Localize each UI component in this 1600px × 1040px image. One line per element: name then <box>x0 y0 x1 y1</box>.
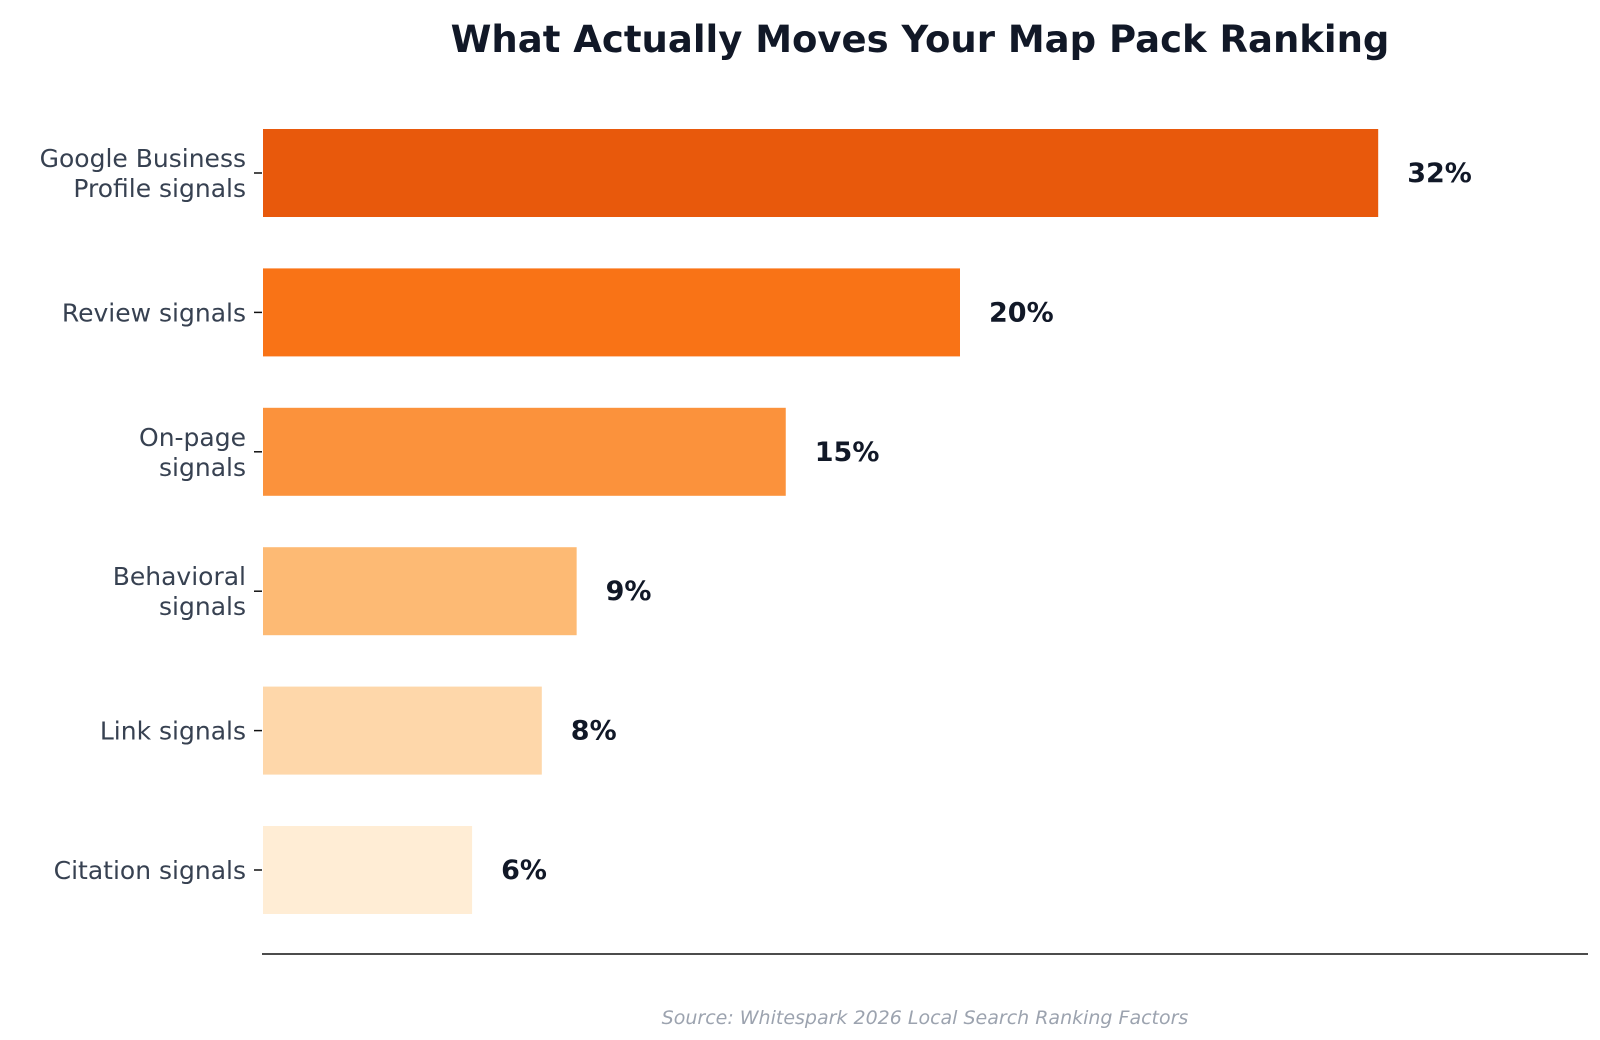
bar-value-label: 6% <box>501 855 547 886</box>
bar <box>263 547 577 636</box>
bar <box>263 686 542 775</box>
y-tick-label: Link signals <box>100 717 246 746</box>
y-tick-label: signals <box>159 453 246 482</box>
bar-value-label: 8% <box>571 716 617 747</box>
y-tick-label: Citation signals <box>54 856 246 885</box>
bar <box>263 407 786 496</box>
y-tick-label: Behavioral <box>113 562 246 591</box>
y-tick-label: Google Business <box>40 144 246 173</box>
source-note: Source: Whitespark 2026 Local Search Ran… <box>662 1007 1189 1029</box>
bar <box>263 129 1379 217</box>
y-tick-label: On-page <box>139 423 246 452</box>
bar-value-label: 15% <box>815 437 880 468</box>
bar-value-label: 32% <box>1407 158 1472 189</box>
y-tick-label: Review signals <box>62 298 246 327</box>
bar <box>263 826 473 914</box>
y-tick-label: signals <box>159 592 246 621</box>
bar <box>263 268 960 357</box>
chart-title: What Actually Moves Your Map Pack Rankin… <box>451 18 1390 61</box>
bar-value-label: 9% <box>606 576 652 607</box>
bar-value-label: 20% <box>989 297 1054 328</box>
y-tick-label: Profile signals <box>73 174 246 203</box>
